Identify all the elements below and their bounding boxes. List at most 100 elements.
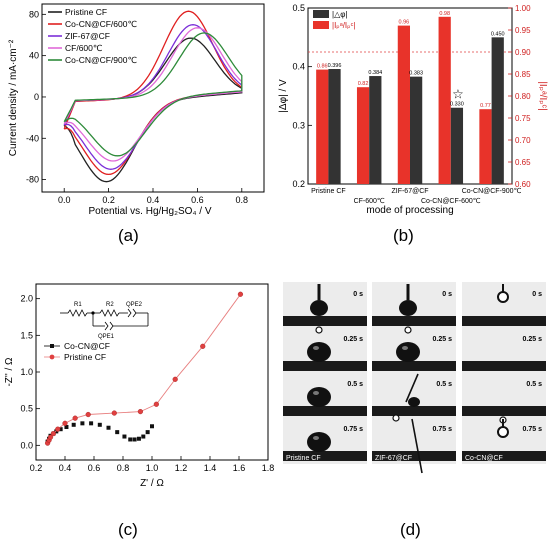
y-axis-label-c: -Z'' / Ω xyxy=(4,357,15,387)
x-tick-label-a: 0.2 xyxy=(102,195,115,205)
nyquist-point-circle xyxy=(47,434,54,440)
droplet-highlight xyxy=(313,436,319,440)
nyquist-point-square xyxy=(80,421,85,426)
panel-b-bar-chart: 0.2 0.3 0.4 0.5 0.60 0.65 0.70 0.75 0.80 0.85 0.90… xyxy=(278,3,548,216)
needle xyxy=(406,284,410,300)
bar-delta-phi xyxy=(410,76,423,184)
nyquist-point-square xyxy=(145,430,150,435)
bar-ratio xyxy=(356,87,370,184)
y-tick-label-a: 80 xyxy=(29,9,39,19)
nyquist-point-circle xyxy=(237,291,244,297)
category-label-b: CF-600℃ xyxy=(354,198,385,205)
nyquist-line-pristine xyxy=(47,294,241,444)
bar-ratio-label: 0.82 xyxy=(358,81,369,87)
reflection-droplet xyxy=(404,326,412,334)
droplet xyxy=(399,300,417,316)
nyquist-point-circle xyxy=(172,376,178,382)
nyquist-point-circle xyxy=(153,401,159,407)
legend-marker-c xyxy=(50,344,54,348)
nyquist-point-square xyxy=(115,430,120,435)
legend-label-a: Co-CN@CF/600℃ xyxy=(65,19,137,29)
x-tick-label-a: 0.8 xyxy=(236,195,249,205)
nyquist-point-square xyxy=(136,436,141,441)
nyquist-point-square xyxy=(58,427,63,432)
legend-label-c: Co-CN@CF xyxy=(64,341,110,351)
category-label-b: Co-CN@CF-900℃ xyxy=(462,188,522,195)
x-tick-label-c: 1.0 xyxy=(146,463,159,473)
substrate-strip xyxy=(462,451,546,461)
bar-ratio xyxy=(397,25,410,184)
panel-c-nyquist-chart: 0.2 0.4 0.6 0.8 1.0 1.2 1.4 1.6 1.8 0.0 0.5 1.0 1.5 2… xyxy=(4,283,275,489)
y-axis-label-left-b: |Δφ| / V xyxy=(278,79,289,113)
bar-ratio-label: 0.77 xyxy=(480,103,491,109)
reflection-droplet xyxy=(392,414,400,422)
nyquist-point-square xyxy=(141,434,146,439)
x-tick-label-c: 1.2 xyxy=(175,463,188,473)
bar-ratio xyxy=(479,109,492,184)
frame-time-label: 0 s xyxy=(442,291,452,298)
circuit-label-r2: R2 xyxy=(106,302,114,308)
y-tick-label-right-b: 0.75 xyxy=(515,114,531,123)
frame-time-label: 0.75 s xyxy=(344,426,364,433)
substrate-strip xyxy=(462,406,546,416)
substrate-strip xyxy=(283,406,367,416)
x-axis-label-a: Potential vs. Hg/Hg₂SO₄ / V xyxy=(88,206,211,217)
bar-ratio-label: 0.86 xyxy=(317,64,328,70)
legend-label-b: |△φ| xyxy=(332,10,348,19)
bar-delta-phi xyxy=(491,37,504,185)
legend-marker-c xyxy=(49,354,55,360)
substrate-strip xyxy=(462,361,546,371)
substrate-strip xyxy=(372,451,456,461)
cv-curve xyxy=(63,32,243,157)
nyquist-point-square xyxy=(150,424,154,429)
panel-d-droplet-frames: 0 s 0.25 s 0.5 s 0.75 s Pristine CF 0 s 0.25 s… xyxy=(283,282,546,474)
nyquist-point-square xyxy=(89,421,94,426)
droplet-highlight xyxy=(313,391,319,395)
bar-delta-phi-label: 0.330 xyxy=(450,102,464,108)
y-tick-label-a: 40 xyxy=(29,51,39,61)
nyquist-point-circle xyxy=(200,343,206,349)
y-tick-label-c: 1.0 xyxy=(20,367,33,377)
nyquist-point-square xyxy=(122,434,127,439)
x-tick-label-c: 0.2 xyxy=(30,463,43,473)
x-tick-label-a: 0.4 xyxy=(147,195,160,205)
sample-label: Co-CN@CF xyxy=(465,455,503,462)
x-tick-label-c: 1.8 xyxy=(262,463,275,473)
needle xyxy=(502,284,504,292)
droplet-highlight xyxy=(402,346,408,350)
nyquist-point-square xyxy=(106,425,111,430)
frame-time-label: 0.75 s xyxy=(433,426,453,433)
x-tick-label-a: 0.6 xyxy=(191,195,204,205)
legend-label-c: Pristine CF xyxy=(64,352,106,362)
y-tick-label-c: 2.0 xyxy=(20,294,33,304)
cpe2-symbol xyxy=(127,308,132,318)
star-marker: ☆ xyxy=(452,87,464,102)
y-tick-label-right-b: 0.70 xyxy=(515,136,531,145)
sample-label: ZIF-67@CF xyxy=(375,455,412,462)
equivalent-circuit-diagram: R1 R2 QPE2 QPE1 xyxy=(60,302,149,340)
droplet xyxy=(497,426,509,438)
x-tick-label-c: 1.6 xyxy=(233,463,246,473)
legend-label-b: |Iₚᵃ/Iₚᶜ| xyxy=(332,21,355,30)
y-tick-label-a: -40 xyxy=(26,133,39,143)
droplet xyxy=(396,342,420,362)
substrate-strip xyxy=(372,406,456,416)
frame-time-label: 0.25 s xyxy=(344,336,364,343)
needle xyxy=(411,418,423,474)
bar-delta-phi xyxy=(328,69,341,184)
needle xyxy=(405,373,419,403)
y-tick-label-right-b: 0.90 xyxy=(515,48,531,57)
cpe1-symbol xyxy=(104,321,109,331)
y-tick-label-c: 1.5 xyxy=(20,330,33,340)
bar-delta-phi-label: 0.450 xyxy=(491,31,505,37)
bar-ratio xyxy=(316,69,329,184)
legend-label-a: ZIF-67@CF xyxy=(65,31,110,41)
y-tick-label-left-b: 0.4 xyxy=(292,62,305,72)
droplet xyxy=(307,432,331,452)
y-tick-label-right-b: 0.95 xyxy=(515,26,531,35)
needle xyxy=(317,284,321,300)
bar-delta-phi-label: 0.383 xyxy=(409,71,423,77)
caption-d: (d) xyxy=(400,520,421,539)
needle xyxy=(502,419,504,427)
